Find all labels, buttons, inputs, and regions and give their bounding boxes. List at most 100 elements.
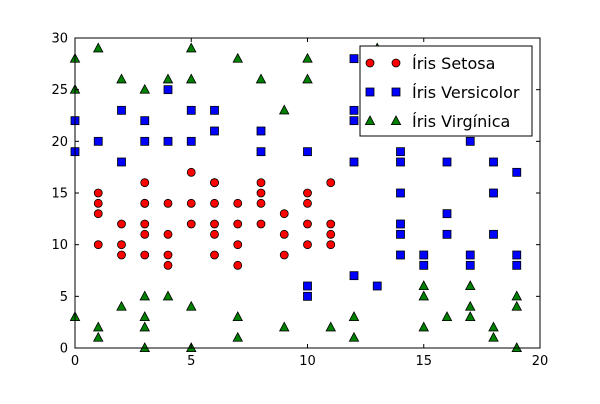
y-tick-label: 0: [60, 342, 68, 357]
data-point: [162, 73, 174, 84]
data-point: [326, 229, 336, 239]
data-point: [163, 250, 173, 260]
data-point: [419, 260, 429, 270]
data-point: [139, 321, 151, 332]
data-point: [163, 229, 173, 239]
data-point: [465, 136, 475, 146]
data-point: [396, 157, 405, 167]
data-point: [512, 260, 522, 270]
y-tick-label: 25: [51, 83, 68, 98]
data-point: [93, 198, 103, 208]
data-point: [140, 136, 150, 146]
data-point: [442, 157, 452, 167]
data-point: [396, 229, 405, 239]
data-point: [511, 342, 523, 353]
data-point: [163, 136, 173, 146]
data-point: [232, 311, 244, 322]
data-point: [278, 104, 290, 115]
data-point: [233, 198, 243, 208]
data-point: [303, 147, 312, 157]
data-point: [303, 281, 312, 291]
data-point: [117, 157, 126, 167]
data-point: [441, 311, 453, 322]
data-point: [489, 188, 498, 198]
data-point: [210, 250, 219, 260]
data-point: [139, 311, 151, 322]
data-point: [92, 321, 104, 332]
data-point: [256, 219, 266, 229]
x-tick-label: 5: [187, 354, 195, 369]
data-point: [93, 209, 103, 219]
data-point: [279, 209, 289, 219]
data-point: [232, 52, 244, 63]
data-point: [418, 280, 430, 291]
data-point: [92, 331, 104, 342]
data-point: [139, 342, 151, 353]
data-point: [210, 198, 219, 208]
data-point: [372, 281, 382, 291]
data-point: [233, 219, 243, 229]
legend-marker: [365, 58, 375, 68]
data-point: [140, 116, 150, 126]
data-point: [163, 260, 173, 270]
data-point: [163, 85, 173, 95]
data-point: [117, 219, 126, 229]
y-tick-label: 15: [51, 187, 68, 202]
data-point: [256, 198, 266, 208]
x-tick-label: 20: [532, 354, 549, 369]
data-point: [396, 219, 405, 229]
data-point: [140, 198, 150, 208]
x-tick-label: 15: [415, 354, 432, 369]
data-point: [210, 219, 219, 229]
data-point: [303, 291, 312, 301]
legend-marker: [365, 87, 375, 97]
data-point: [256, 188, 266, 198]
data-point: [256, 126, 266, 136]
data-point: [186, 167, 196, 177]
x-tick-label: 10: [299, 354, 316, 369]
data-point: [419, 250, 429, 260]
data-point: [256, 178, 266, 188]
data-point: [92, 42, 104, 53]
data-point: [396, 188, 405, 198]
legend-box: [359, 45, 533, 137]
x-tick-label: 0: [71, 354, 79, 369]
data-point: [279, 229, 289, 239]
data-point: [185, 300, 197, 311]
legend-marker: [364, 115, 376, 125]
data-point: [256, 147, 266, 157]
data-point: [186, 105, 196, 115]
data-point: [418, 321, 430, 332]
data-point: [279, 250, 289, 260]
y-tick-label: 5: [60, 290, 68, 305]
legend-marker: [391, 58, 401, 68]
data-point: [464, 280, 476, 291]
legend-marker: [390, 115, 402, 125]
data-point: [140, 178, 150, 188]
data-point: [232, 331, 244, 342]
data-point: [348, 311, 360, 322]
data-point: [349, 157, 359, 167]
data-point: [139, 83, 151, 94]
data-point: [210, 126, 219, 136]
data-point: [278, 321, 290, 332]
data-point: [489, 157, 498, 167]
legend: Íris Setosa Íris Versicolor Íris Virgínica: [359, 45, 533, 137]
data-point: [512, 250, 522, 260]
data-point: [210, 105, 219, 115]
data-point: [349, 271, 359, 281]
data-point: [464, 311, 476, 322]
data-point: [348, 331, 360, 342]
data-point: [489, 229, 498, 239]
legend-marker: [391, 87, 401, 97]
data-point: [302, 73, 313, 84]
data-point: [163, 198, 173, 208]
data-point: [233, 260, 243, 270]
data-point: [255, 73, 267, 84]
data-point: [465, 250, 475, 260]
data-point: [210, 229, 219, 239]
data-point: [488, 331, 499, 342]
data-point: [117, 250, 126, 260]
